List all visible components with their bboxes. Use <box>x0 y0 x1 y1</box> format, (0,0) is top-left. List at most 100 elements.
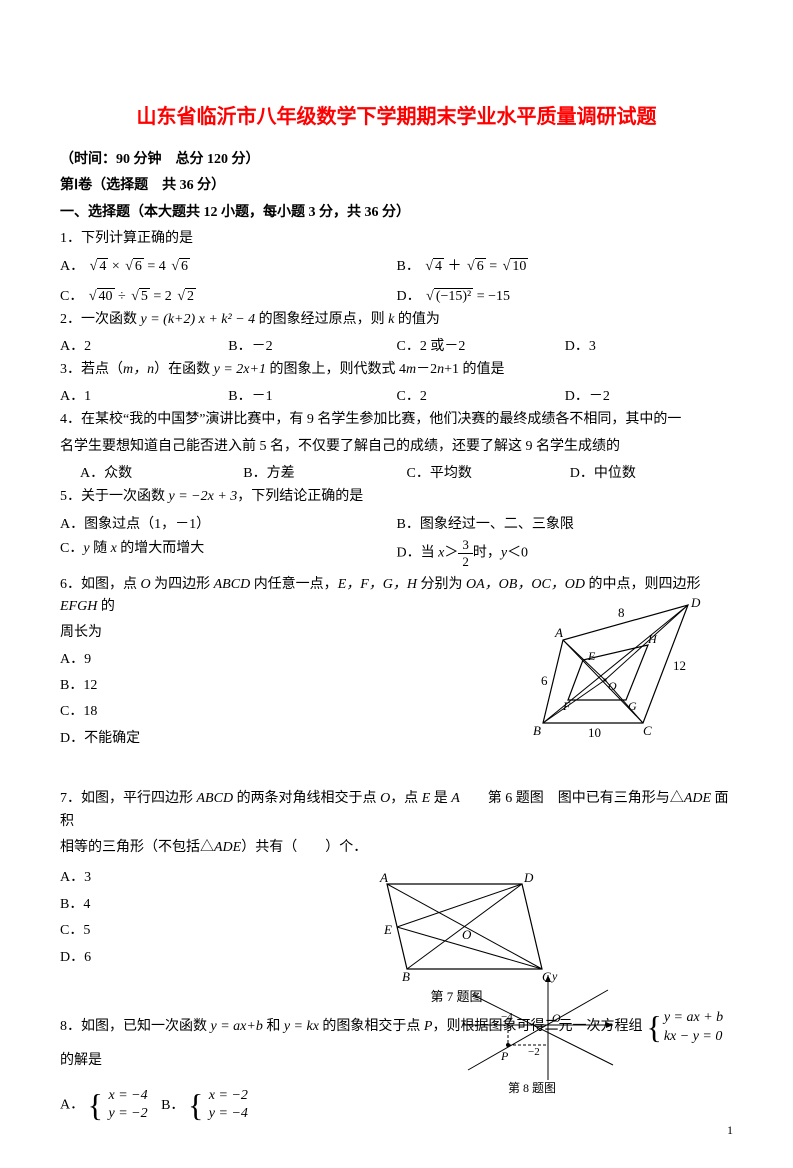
q7-option-a: A．3 <box>60 867 180 889</box>
q3-text: 的图象上，则代数式 4 <box>266 362 406 377</box>
q8-formula: y = kx <box>284 1019 319 1034</box>
q5-stem: 5．关于一次函数 y = −2x + 3，下列结论正确的是 <box>60 486 733 508</box>
q2-text: 的值为 <box>394 312 440 327</box>
side-AB: 6 <box>541 673 548 688</box>
q6-var: ABCD <box>214 577 251 592</box>
q1-options-row2: C． 40 ÷ 5 = 2 2 D． (−15)² = −15 <box>60 285 733 305</box>
q3-options: A．1 B．－1 C．2 D．－2 <box>60 385 733 405</box>
sqrt-body: 2 <box>185 288 196 305</box>
q3-var: m，n <box>123 362 154 377</box>
q3-option-a: A．1 <box>60 385 228 405</box>
sqrt-body: 5 <box>139 288 150 305</box>
q8-text: 的图象相交于点 <box>319 1019 424 1034</box>
q1-d-prefix: D． <box>397 289 421 304</box>
sqrt-body: 6 <box>475 258 486 275</box>
label-A: A <box>379 870 388 885</box>
label-B: B <box>533 723 541 738</box>
q5c-text: C． <box>60 541 83 556</box>
q2-option-a: A．2 <box>60 335 228 355</box>
q3-text: ）在函数 <box>154 362 214 377</box>
q3-option-d: D．－2 <box>565 385 733 405</box>
q8-a-prefix: A． <box>60 1098 84 1113</box>
q2-formula: y = (k+2) x + k² − 4 <box>141 312 256 327</box>
q8-sys1: y = ax + b <box>664 1009 723 1027</box>
q3-text: －2 <box>416 362 437 377</box>
q3-stem: 3．若点（m，n）在函数 y = 2x+1 的图象上，则代数式 4m－2n+1 … <box>60 359 733 381</box>
q5-text: ，下列结论正确的是 <box>237 489 363 504</box>
section-1-desc: 一、选择题（本大题共 12 小题，每小题 3 分，共 36 分） <box>60 202 733 224</box>
q3-option-b: B．－1 <box>228 385 396 405</box>
q1-a-prefix: A． <box>60 259 84 274</box>
q8-b1: x = −2 <box>209 1087 248 1105</box>
q3-text: 3．若点（ <box>60 362 123 377</box>
q7-option-b: B．4 <box>60 894 180 916</box>
q8-figure: O y P −4 −2 第 8 题图 <box>453 970 623 1095</box>
q7-var: A <box>451 791 460 806</box>
q2-option-d: D．3 <box>565 335 733 355</box>
q8-stem: 8．如图，已知一次函数 y = ax+b 和 y = kx 的图象相交于点 P，… <box>60 1009 733 1045</box>
q2-option-c: C．2 或－2 <box>397 335 565 355</box>
sqrt-body: (−15)² <box>434 288 473 305</box>
label-C: C <box>643 723 652 738</box>
q1-option-d: D． (−15)² = −15 <box>397 285 734 305</box>
q5-option-b: B．图象经过一、二、三象限 <box>397 513 734 533</box>
label-y: y <box>551 970 558 983</box>
q6-var: O <box>141 577 151 592</box>
div: ÷ <box>118 289 126 304</box>
q7-var: O <box>380 791 390 806</box>
q5d-text: ＞ <box>444 545 458 560</box>
eq: = −15 <box>477 289 510 304</box>
label-H: H <box>647 632 658 646</box>
q4-option-d: D．中位数 <box>570 462 733 482</box>
q4-line2: 名学生要想知道自己能否进入前 5 名，不仅要了解自己的成绩，还要了解这 9 名学… <box>60 436 733 458</box>
q3-var: m <box>406 362 416 377</box>
q4-line1: 4．在某校“我的中国梦”演讲比赛中，有 9 名学生参加比赛，他们决赛的最终成绩各… <box>60 409 733 431</box>
q5d-text: D．当 <box>397 545 439 560</box>
q7-text: 第 6 题图 图中已有三角形与△ <box>460 791 684 806</box>
q5c-text: 的增大而增大 <box>117 541 205 556</box>
q5-text: 5．关于一次函数 <box>60 489 169 504</box>
label-G: G <box>628 699 637 713</box>
q4-option-b: B．方差 <box>243 462 406 482</box>
eq: = <box>489 259 500 274</box>
q5-options-row2: C．y 随 x 的增大而增大 D．当 x＞32时，y＜0 <box>60 537 733 570</box>
q7-figure: A B C D E O <box>342 869 572 984</box>
q3-option-c: C．2 <box>397 385 565 405</box>
exam-title: 山东省临沂市八年级数学下学期期末学业水平质量调研试题 <box>60 100 733 129</box>
q7-option-d: D．6 <box>60 947 180 969</box>
q8-caption: 第 8 题图 <box>508 1081 556 1095</box>
side-AD: 8 <box>618 605 625 620</box>
exam-page: 山东省临沂市八年级数学下学期期末学业水平质量调研试题 （时间：90 分钟 总分 … <box>0 0 793 1168</box>
q8-b-prefix: B． <box>161 1098 184 1113</box>
side-BC: 10 <box>588 725 601 740</box>
q8-tail: 的解是 <box>60 1050 733 1072</box>
q7-text: 是 <box>430 791 451 806</box>
q7-option-c: C．5 <box>60 920 180 942</box>
q6-text: 6．如图，点 <box>60 577 141 592</box>
q7-text: 7．如图，平行四边形 <box>60 791 197 806</box>
q5-options-row1: A．图象过点（1，－1） B．图象经过一、二、三象限 <box>60 513 733 533</box>
q4-options: A．众数 B．方差 C．平均数 D．中位数 <box>60 462 733 482</box>
q5d-text: ＜0 <box>507 545 528 560</box>
label-D: D <box>523 870 534 885</box>
sqrt-body: 4 <box>433 258 444 275</box>
q7-var: E <box>422 791 431 806</box>
q2-option-b: B．－2 <box>228 335 396 355</box>
label-B: B <box>402 969 410 984</box>
q2-options: A．2 B．－2 C．2 或－2 D．3 <box>60 335 733 355</box>
q4-option-a: A．众数 <box>80 462 243 482</box>
label-A: A <box>554 625 563 640</box>
eq: = 2 <box>153 289 171 304</box>
label-P: P <box>500 1049 509 1063</box>
q7-var: ADE <box>684 791 711 806</box>
q8-a2: y = −2 <box>108 1105 147 1123</box>
tick-neg2: −2 <box>528 1046 540 1058</box>
q7-text: 的两条对角线相交于点 <box>233 791 380 806</box>
q1-option-a: A． 4 × 6 = 4 6 <box>60 255 397 275</box>
q1-b-prefix: B． <box>397 259 420 274</box>
q7-var: ABCD <box>197 791 234 806</box>
side-DC: 12 <box>673 658 686 673</box>
q6-text: 为四边形 <box>151 577 214 592</box>
label-O: O <box>462 927 472 942</box>
q8-b2: y = −4 <box>209 1105 248 1123</box>
